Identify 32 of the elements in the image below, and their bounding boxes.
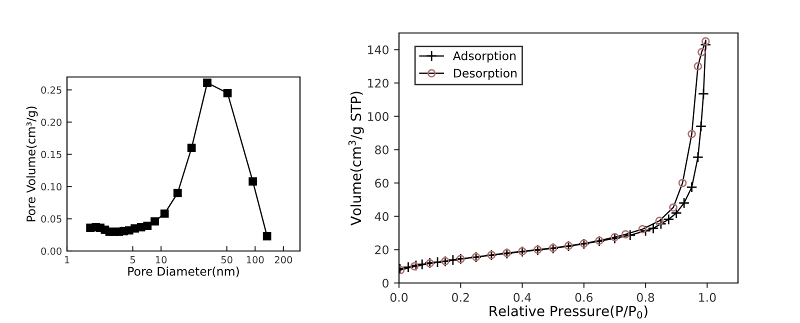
x-tick-label: 50 <box>221 256 232 264</box>
y-tick-label: 40 <box>374 212 388 221</box>
y-tick-label: 0 <box>382 278 388 288</box>
y-axis-title: Pore Volume(cm³/g) <box>26 106 38 222</box>
x-tick-label: 5 <box>130 256 135 264</box>
y-tick-label: 0.15 <box>41 150 62 158</box>
y-tick-label: 120 <box>368 78 388 88</box>
y-tick-label: 100 <box>368 112 388 121</box>
y-axis-title: Volume(cm$^{3}$/g STP) <box>348 92 364 226</box>
y-tick-label: 0.05 <box>41 215 62 223</box>
x-tick-label: 1 <box>64 256 70 264</box>
x-tick-label: 0.6 <box>575 292 593 302</box>
y-tick-label: 80 <box>375 145 388 154</box>
x-tick-label: 0.4 <box>514 292 531 302</box>
x-axis-title: Pore Diameter(nm) <box>128 266 239 278</box>
x-axis-title: Relative Pressure(P/P$_{0}$) <box>490 306 648 319</box>
x-tick-label: 1.0 <box>699 292 716 302</box>
y-tick-label: 20 <box>375 245 388 254</box>
y-tick-label: 0.20 <box>41 118 62 126</box>
legend-label: Desorption <box>454 68 517 80</box>
x-tick-label: 0.2 <box>452 292 469 302</box>
legend-label: Adsorption <box>452 51 516 63</box>
y-tick-label: 0.25 <box>41 86 62 94</box>
x-tick-label: 10 <box>156 256 167 264</box>
y-tick-label: 0.10 <box>41 183 62 190</box>
y-tick-label: 60 <box>375 178 388 188</box>
x-tick-label: 200 <box>274 256 292 264</box>
y-tick-label: 0.00 <box>41 247 62 255</box>
x-tick-label: 0.8 <box>636 292 654 302</box>
x-tick-label: 100 <box>246 256 264 264</box>
x-tick-label: 0.0 <box>390 292 408 302</box>
y-tick-label: 140 <box>368 45 388 54</box>
